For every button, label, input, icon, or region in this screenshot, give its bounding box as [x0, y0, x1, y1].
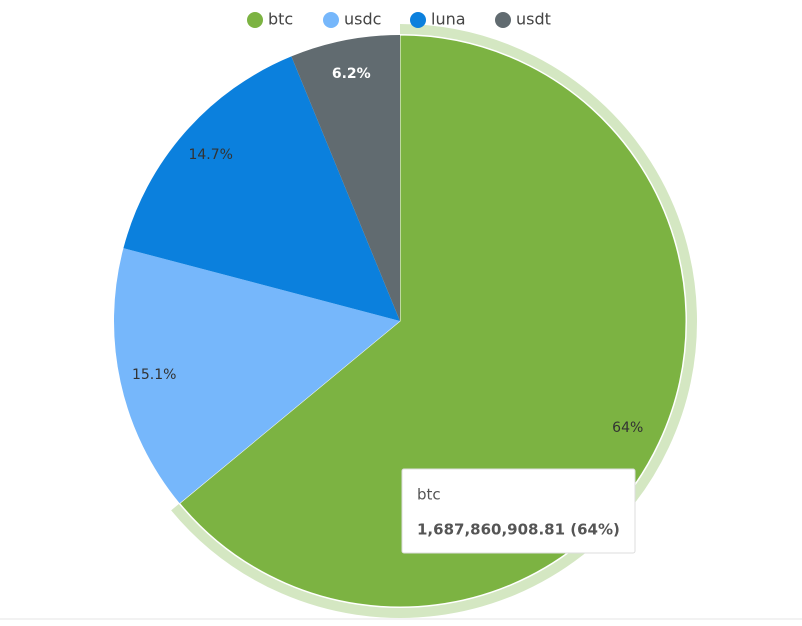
pie-slice — [123, 56, 401, 321]
pie-slice — [291, 35, 400, 321]
pie-slice — [178, 34, 687, 608]
legend-marker — [495, 12, 511, 28]
legend-label: luna — [431, 10, 466, 29]
pie-slice — [113, 248, 400, 504]
legend-label: usdt — [516, 10, 551, 29]
tooltip-box — [401, 468, 636, 554]
legend-marker — [247, 12, 263, 28]
legend-marker — [323, 12, 339, 28]
legend-label: usdc — [344, 10, 381, 29]
tooltip-title: btc — [417, 486, 441, 504]
slice-label: 6.2% — [332, 66, 371, 82]
slice-label: 64% — [612, 420, 643, 436]
tooltip-value: 1,687,860,908.81 (64%) — [417, 521, 620, 539]
slice-label: 15.1% — [132, 367, 176, 383]
legend-label: btc — [268, 10, 293, 29]
legend-marker — [410, 12, 426, 28]
tooltip: btc 1,687,860,908.81 (64%) — [401, 468, 636, 554]
slice-highlight — [171, 24, 697, 618]
slice-label: 14.7% — [188, 147, 232, 163]
